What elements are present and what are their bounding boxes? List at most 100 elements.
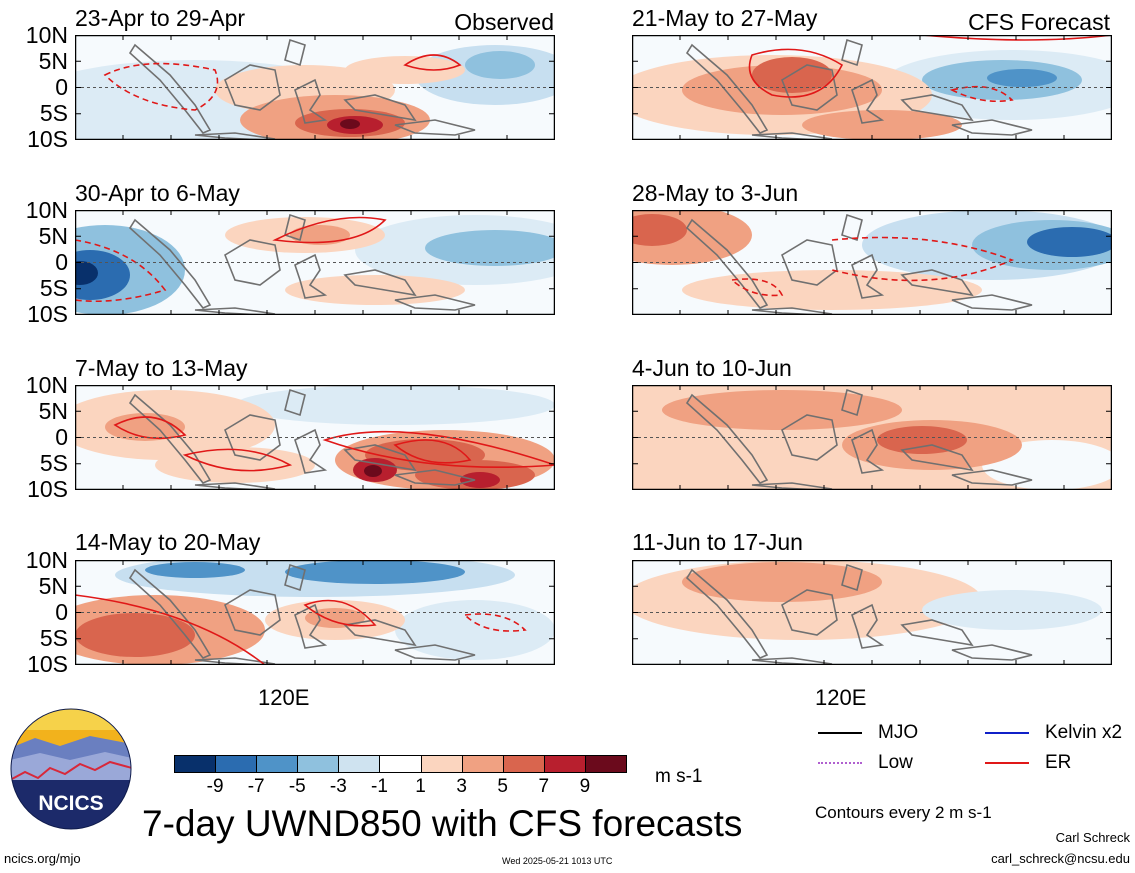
coastline (841, 38, 863, 67)
coastline (128, 43, 212, 134)
coastline (224, 239, 281, 286)
colorbar-swatch (256, 755, 299, 773)
colorbar-swatch (297, 755, 340, 773)
lat-tick-label: 10N (25, 197, 68, 223)
colorbar-swatch (502, 755, 545, 773)
legend-mjo-label: MJO (878, 722, 919, 743)
coastline (900, 94, 974, 122)
map-panel-obs-4 (75, 560, 555, 665)
coastline (343, 444, 417, 472)
coastline (900, 619, 974, 647)
coastline (951, 294, 1033, 311)
er-contour (303, 599, 377, 627)
colorbar-swatch (584, 755, 627, 773)
lat-tick-label: 5N (38, 573, 68, 599)
coastline (294, 603, 328, 649)
er-contour (75, 239, 167, 302)
coastline (294, 428, 328, 474)
colorbar-swatch (215, 755, 258, 773)
coastline (284, 38, 306, 67)
colorbar-swatch (543, 755, 586, 773)
coastline (394, 469, 476, 486)
lat-tick-label: 10S (27, 651, 68, 677)
lon-tick-fcst: 120E (815, 685, 867, 710)
coastline (224, 64, 281, 111)
coastline (394, 119, 476, 136)
colorbar-tick-label: -3 (329, 776, 347, 797)
lon-tick-obs: 120E (258, 685, 310, 710)
legend-low-label: Low (878, 752, 913, 773)
coastline (128, 218, 212, 309)
lat-tick-label: 10N (25, 22, 68, 48)
lat-tick-label: 10S (27, 301, 68, 327)
forecast-label: CFS Forecast (968, 9, 1110, 35)
er-contour (393, 439, 472, 464)
colorbar-tick-label: 1 (415, 776, 426, 797)
heatmap-fcst-2 (632, 210, 1112, 315)
coastline (951, 119, 1033, 136)
legend-mjo-line (818, 732, 862, 734)
map-frame (632, 560, 1112, 665)
coastline (841, 213, 863, 242)
er-contour (182, 448, 293, 472)
lat-tick-label: 5N (38, 398, 68, 424)
lat-tick-label: 0 (55, 74, 68, 100)
coastline (900, 444, 974, 472)
legend-kelvin-line (985, 732, 1029, 734)
panel-title-obs-3: 7-May to 13-May (75, 355, 248, 381)
legend-kelvin-label: Kelvin x2 (1045, 722, 1123, 743)
heatmap-fcst-1 (632, 35, 1112, 140)
observed-label: Observed (454, 9, 554, 35)
lat-tick-label: 5S (39, 450, 68, 476)
legend-low-line (818, 762, 862, 764)
colorbar-swatch (338, 755, 381, 773)
lat-tick-label: 5N (38, 223, 68, 249)
main-title: 7-day UWND850 with CFS forecasts (142, 803, 743, 844)
map-frame (75, 35, 555, 140)
coastline (781, 414, 838, 461)
lat-tick-label: 10S (27, 476, 68, 502)
map-frame (632, 35, 1112, 140)
coastline (343, 269, 417, 297)
map-panel-fcst-4 (632, 560, 1112, 665)
map-panel-fcst-3 (632, 385, 1112, 490)
lat-tick-label: 5S (39, 275, 68, 301)
map-frame (75, 210, 555, 315)
coastline (851, 428, 885, 474)
coastline (343, 619, 417, 647)
colorbar-swatch (379, 755, 422, 773)
coastline (685, 568, 769, 659)
colorbar-tick-label: -9 (206, 776, 224, 797)
coastline (951, 469, 1033, 486)
url-text: ncics.org/mjo (4, 851, 81, 866)
heatmap-fcst-4 (632, 560, 1112, 665)
map-panel-fcst-1 (632, 35, 1112, 140)
map-frame (632, 210, 1112, 315)
lat-tick-label: 5S (39, 100, 68, 126)
colorbar-tick-label: -7 (247, 776, 265, 797)
coastline (781, 589, 838, 636)
author-email: carl_schreck@ncsu.edu (991, 851, 1130, 866)
map-panel-obs-2 (75, 210, 555, 315)
coastline (685, 218, 769, 309)
colorbar-tick-label: 9 (579, 776, 591, 797)
panel-title-fcst-1: 21-May to 27-May (632, 5, 818, 31)
coastline (224, 414, 281, 461)
er-contour (748, 48, 844, 98)
map-frame (75, 560, 555, 665)
author-name: Carl Schreck (1055, 830, 1130, 845)
coastline (841, 563, 863, 592)
coastline (224, 589, 281, 636)
coastline (394, 644, 476, 661)
map-panel-obs-3 (75, 385, 555, 490)
map-frame (632, 385, 1112, 490)
ncics-logo: NCICS (10, 708, 132, 830)
heatmap-fcst-3 (632, 385, 1112, 490)
er-contour (921, 35, 1112, 41)
panel-title-obs-4: 14-May to 20-May (75, 529, 261, 555)
map-frame (75, 385, 555, 490)
legend-er-label: ER (1045, 752, 1072, 773)
coastline (781, 64, 838, 111)
heatmap-obs-2 (75, 210, 555, 315)
er-contour (113, 416, 187, 440)
